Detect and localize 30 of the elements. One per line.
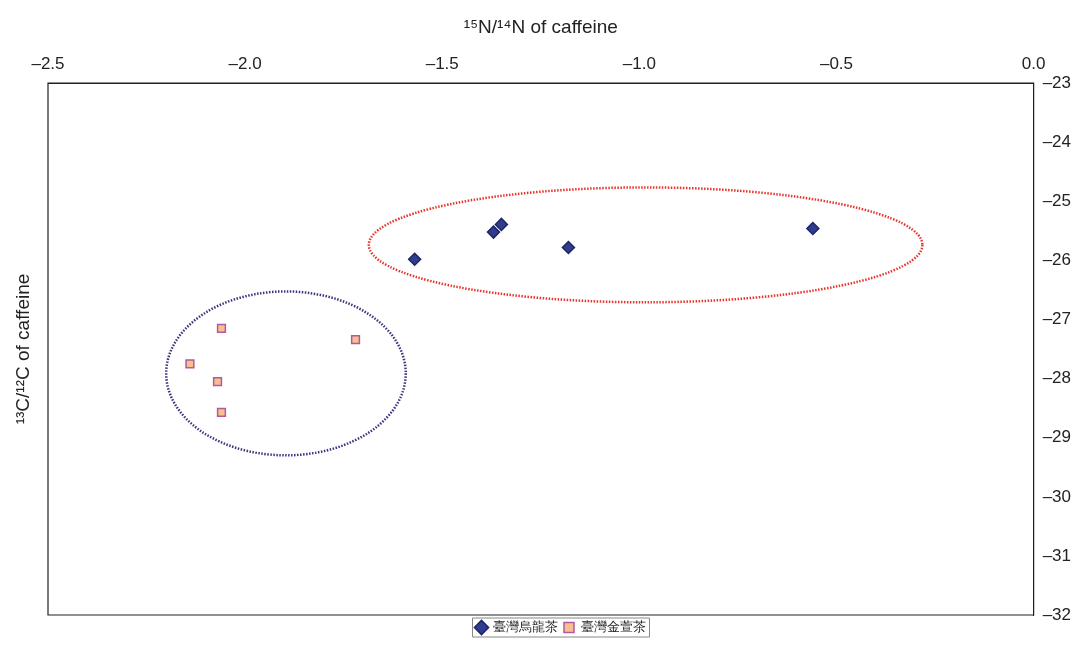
y-tick-label: –27 [1042, 309, 1072, 329]
x-tick-label: –1.5 [425, 53, 459, 73]
x-tick-label: –2.5 [31, 53, 65, 73]
point [185, 359, 195, 369]
y-tick-label: –32 [1042, 604, 1072, 624]
y-tick-label: –29 [1042, 427, 1072, 447]
x-tick-label: 0.0 [1021, 53, 1046, 73]
y-tick-label: –26 [1042, 250, 1072, 270]
y-tick-label: –30 [1042, 486, 1072, 506]
point [212, 376, 223, 387]
point [350, 335, 361, 345]
point [486, 225, 501, 239]
point [407, 252, 422, 267]
x-tick-label: –2.0 [228, 53, 262, 73]
y-tick-label: –31 [1042, 545, 1072, 565]
y-tick-label: –25 [1042, 191, 1072, 211]
y-tick-label: –23 [1042, 72, 1072, 92]
legend-label: 臺灣烏龍茶 [493, 619, 558, 635]
y-axis-title: ¹³C/¹²C of caffeine [12, 273, 34, 425]
point [216, 323, 227, 334]
y-tick-label: –28 [1042, 368, 1072, 388]
point [561, 240, 576, 255]
point [806, 221, 820, 236]
point [216, 407, 227, 417]
y-tick-label: –24 [1042, 131, 1072, 151]
point [494, 217, 509, 232]
x-axis-title: ¹⁵N/¹⁴N of caffeine [463, 15, 618, 37]
legend-label: 臺灣金萱茶 [580, 619, 646, 635]
x-tick-label: –0.5 [819, 53, 854, 73]
x-tick-label: –1.0 [622, 53, 656, 73]
